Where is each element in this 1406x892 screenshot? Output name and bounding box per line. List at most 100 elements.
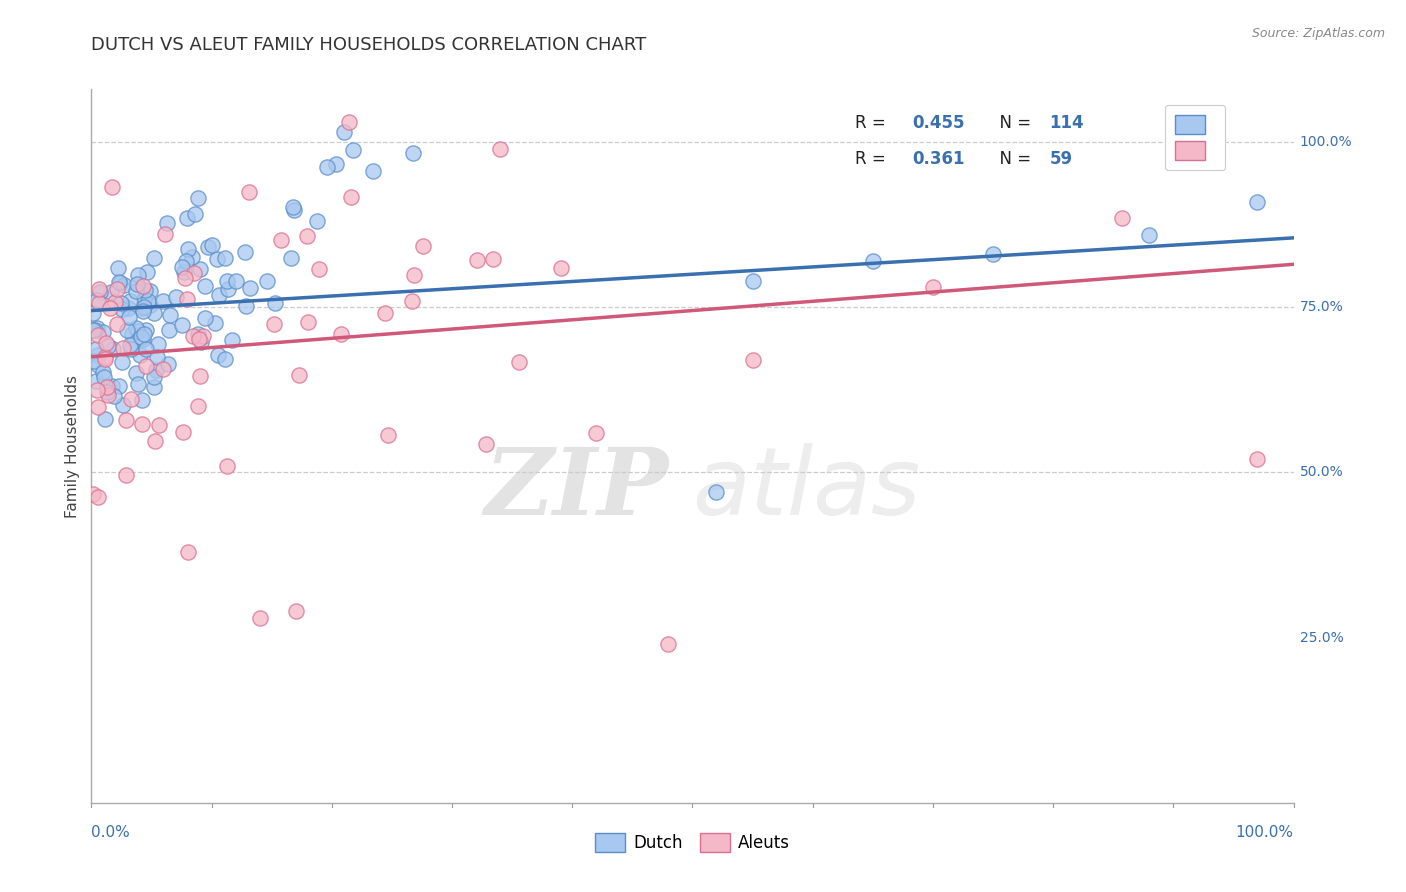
Point xyxy=(180,250,202,264)
Point xyxy=(94,350,117,364)
Point xyxy=(132,303,155,318)
Point xyxy=(105,317,128,331)
Point xyxy=(465,252,488,267)
Point xyxy=(96,335,118,350)
Text: ZIP: ZIP xyxy=(484,444,668,533)
Point xyxy=(110,296,132,310)
Point xyxy=(482,252,505,266)
Point xyxy=(221,333,243,347)
Point xyxy=(706,485,728,500)
Point xyxy=(475,437,498,451)
Point xyxy=(96,385,118,400)
Point xyxy=(157,323,180,337)
Point xyxy=(172,425,194,439)
Text: N =: N = xyxy=(990,150,1036,168)
Point xyxy=(201,237,224,252)
Point xyxy=(131,330,153,344)
Point xyxy=(146,350,169,364)
Point xyxy=(297,315,319,329)
Point xyxy=(187,326,209,341)
Point xyxy=(87,400,110,414)
Point xyxy=(187,399,209,413)
Point xyxy=(100,285,122,299)
Point xyxy=(135,323,157,337)
Point xyxy=(377,428,399,442)
Text: atlas: atlas xyxy=(692,443,921,534)
Point xyxy=(135,359,157,374)
Point xyxy=(131,417,153,431)
Point xyxy=(188,262,211,277)
Point xyxy=(131,301,153,316)
Point xyxy=(103,342,125,356)
Point xyxy=(107,276,129,290)
Point xyxy=(89,285,111,300)
Point xyxy=(152,294,174,309)
Point xyxy=(239,281,262,295)
Point xyxy=(82,306,104,320)
Point xyxy=(283,200,305,214)
Point xyxy=(97,339,120,353)
Point xyxy=(165,290,187,304)
Point xyxy=(741,353,763,368)
Point xyxy=(233,244,256,259)
Point xyxy=(84,342,107,356)
Point xyxy=(115,413,138,427)
Point xyxy=(86,384,108,398)
Point xyxy=(862,254,884,268)
Point xyxy=(94,411,117,425)
Point xyxy=(87,490,110,504)
Point xyxy=(111,355,134,369)
Point xyxy=(97,388,120,402)
Point xyxy=(129,348,152,362)
Point xyxy=(184,207,207,221)
Point xyxy=(330,327,353,342)
Point xyxy=(256,274,278,288)
Point xyxy=(402,268,425,282)
Point xyxy=(142,369,165,384)
Point xyxy=(316,161,339,175)
Point xyxy=(134,293,156,307)
Point xyxy=(127,268,149,282)
Point xyxy=(194,279,217,293)
Point xyxy=(96,380,118,394)
Point xyxy=(205,252,228,267)
Point xyxy=(215,274,238,288)
Text: 100.0%: 100.0% xyxy=(1236,825,1294,840)
Point xyxy=(174,254,197,268)
Point xyxy=(107,379,129,393)
Point xyxy=(1246,194,1268,209)
Point xyxy=(508,354,530,368)
Point xyxy=(225,274,247,288)
Point xyxy=(105,282,128,296)
Point xyxy=(657,637,679,651)
Point xyxy=(83,354,105,368)
Point xyxy=(142,251,165,265)
Point xyxy=(270,233,292,247)
Point xyxy=(82,486,104,500)
Point xyxy=(922,280,945,294)
Point xyxy=(308,261,330,276)
Text: 114: 114 xyxy=(1049,114,1084,132)
Point xyxy=(181,329,204,343)
Point xyxy=(187,190,209,204)
Point xyxy=(280,251,302,265)
Text: 25.0%: 25.0% xyxy=(1299,631,1343,645)
Point xyxy=(101,179,124,194)
Point xyxy=(340,189,363,203)
Point xyxy=(215,459,238,474)
Point xyxy=(263,317,285,331)
Point xyxy=(112,277,135,292)
Point xyxy=(112,398,135,412)
Text: 75.0%: 75.0% xyxy=(1299,301,1343,314)
Point xyxy=(145,363,167,377)
Point xyxy=(412,239,434,253)
Point xyxy=(187,333,209,347)
Point xyxy=(125,366,148,380)
Point xyxy=(120,294,142,309)
Point xyxy=(87,327,110,342)
Point xyxy=(94,351,117,366)
Point xyxy=(156,216,179,230)
Point xyxy=(173,265,195,279)
Text: 100.0%: 100.0% xyxy=(1299,135,1353,149)
Point xyxy=(332,125,354,139)
